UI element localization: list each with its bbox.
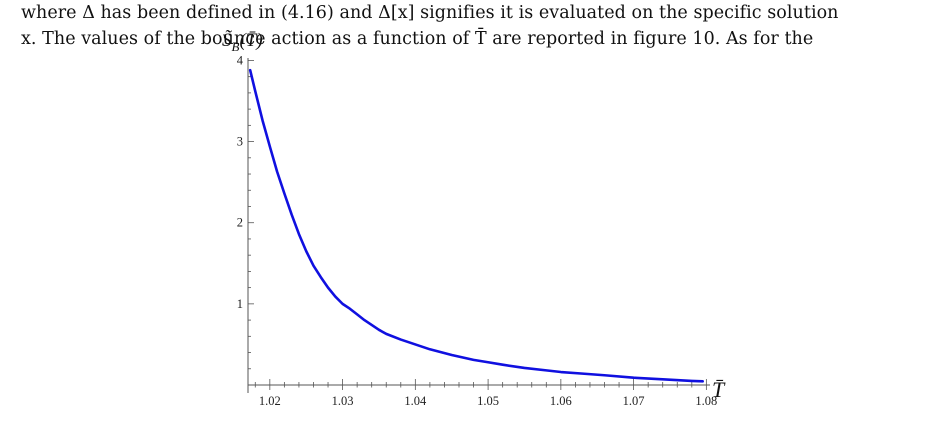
x-tick-label: 1.03 xyxy=(332,394,354,408)
chart-axes xyxy=(247,58,710,393)
y-tick-label: 4 xyxy=(237,53,244,67)
chart-ticks xyxy=(248,60,707,390)
y-axis-label: S̃B(T̄) xyxy=(222,30,263,54)
y-tick-label: 3 xyxy=(237,135,243,149)
chart-labels: 1.02 1.03 1.04 1.05 1.06 1.07 1.08 1 2 3 4S̃B(T̄) T… xyxy=(222,30,726,408)
x-tick-label: 1.06 xyxy=(550,394,572,408)
paragraph-line-2: x. The values of the bounce action as a … xyxy=(21,29,814,49)
chart-series xyxy=(248,68,705,383)
x-axis-label: T̄ xyxy=(712,377,726,402)
x-tick-label: 1.04 xyxy=(404,394,427,408)
y-tick-label: 1 xyxy=(237,297,243,311)
bounce-action-curve xyxy=(248,68,705,383)
x-tick-label: 1.02 xyxy=(259,394,281,408)
x-tick-label: 1.05 xyxy=(477,394,499,408)
paragraph-line-1: where Δ has been defined in (4.16) and Δ… xyxy=(21,3,839,23)
x-tick-label: 1.08 xyxy=(695,394,717,408)
y-tick-label: 2 xyxy=(237,216,243,230)
x-tick-label: 1.07 xyxy=(623,394,645,408)
